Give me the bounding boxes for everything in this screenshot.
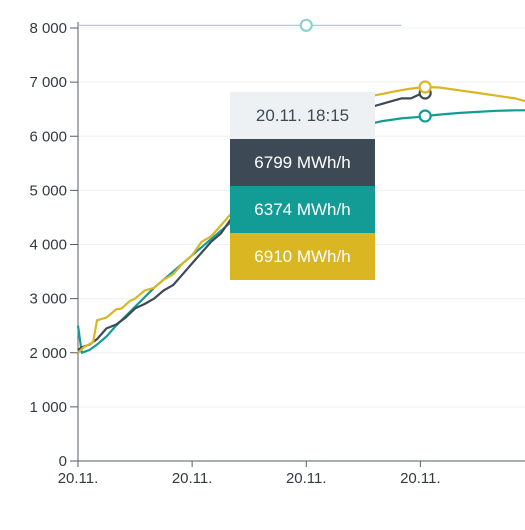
x-tick-label-0: 20.11.	[58, 470, 99, 487]
tooltip-value-series-3: 6910 MWh/h	[230, 233, 375, 280]
tooltip-value-series-1: 6799 MWh/h	[230, 139, 375, 186]
y-tick-label-0: 0	[59, 453, 67, 470]
tooltip-time: 20.11. 18:15	[230, 92, 375, 139]
y-tick-label-7: 7 000	[29, 74, 67, 91]
y-tick-label-6: 6 000	[29, 128, 67, 145]
y-tick-label-8: 8 000	[29, 20, 67, 37]
y-tick-label-2: 2 000	[29, 345, 67, 362]
y-tick-label-1: 1 000	[29, 399, 67, 416]
tooltip: 20.11. 18:15 6799 MWh/h 6374 MWh/h 6910 …	[230, 92, 375, 280]
x-axis-ticks: 20.11.20.11.20.11.20.11.21	[58, 461, 441, 487]
hover-marker-3	[418, 80, 432, 94]
axes	[77, 22, 525, 462]
y-axis-ticks: 0 1 000 2 000 3 000 4 000 5 000 6 000 7 000 8 00…	[29, 20, 78, 470]
y-tick-label-4: 4 000	[29, 237, 67, 254]
tooltip-value-series-2: 6374 MWh/h	[230, 186, 375, 233]
y-tick-label-3: 3 000	[29, 291, 67, 308]
x-tick-label-3: 20.11.	[400, 470, 441, 487]
y-tick-label-5: 5 000	[29, 182, 67, 199]
x-tick-label-2: 20.11.	[286, 470, 327, 487]
hover-marker-4	[299, 18, 313, 32]
x-tick-label-1: 20.11.	[172, 470, 213, 487]
hover-markers	[299, 18, 432, 123]
hover-marker-2	[418, 109, 432, 123]
